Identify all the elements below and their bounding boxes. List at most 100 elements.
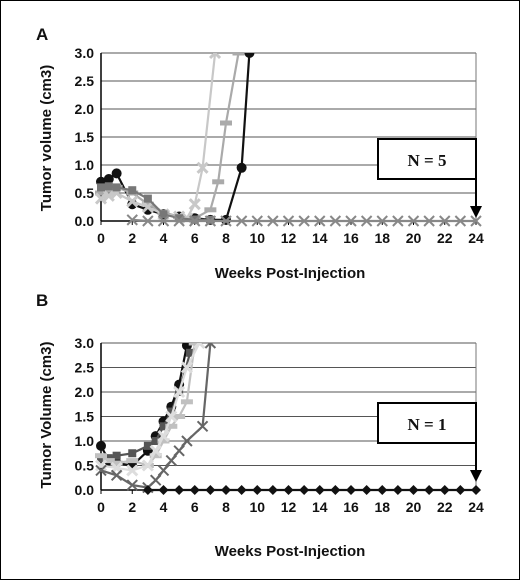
data-point-diamond xyxy=(174,485,185,495)
series-5 xyxy=(95,343,217,494)
data-point-dash xyxy=(141,201,154,207)
x-tick-label: 12 xyxy=(281,499,297,515)
series-6 xyxy=(142,485,481,495)
data-point-x xyxy=(454,215,467,227)
data-point-diamond xyxy=(314,485,325,495)
panel-b-nbox-text: N = 1 xyxy=(408,415,447,434)
data-point-x xyxy=(407,215,420,227)
data-point-x xyxy=(360,215,373,227)
data-point-x xyxy=(181,435,193,447)
x-tick-label: 16 xyxy=(343,499,359,515)
data-point-diamond xyxy=(267,485,278,495)
data-point-diamond xyxy=(330,485,341,495)
x-tick-label: 20 xyxy=(406,499,422,515)
data-point-square xyxy=(175,214,184,223)
data-point-circle xyxy=(236,162,247,173)
data-point-cross xyxy=(196,161,209,174)
data-point-x xyxy=(196,420,209,433)
y-tick-label: 0.5 xyxy=(75,185,95,201)
data-point-diamond xyxy=(424,485,435,495)
data-point-cross xyxy=(180,361,193,374)
data-point-cross xyxy=(188,198,201,211)
data-point-square xyxy=(151,437,160,445)
y-tick-label: 1.5 xyxy=(75,409,95,425)
x-tick-label: 4 xyxy=(160,230,168,246)
panel-a-nbox xyxy=(377,138,477,180)
data-point-x xyxy=(126,479,138,491)
data-point-x xyxy=(126,214,138,226)
data-point-diamond xyxy=(236,485,247,495)
data-point-circle xyxy=(103,174,114,184)
panel-a: A Tumor volume (cm3) Weeks Post-Injectio… xyxy=(36,25,484,282)
data-point-cross xyxy=(126,195,139,208)
y-tick-label: 0.0 xyxy=(75,482,95,498)
data-point-cross xyxy=(165,410,178,423)
data-point-x xyxy=(267,215,279,227)
data-point-dash xyxy=(157,438,170,444)
data-point-square xyxy=(186,348,195,357)
data-point-diamond xyxy=(392,485,403,495)
data-point-circle xyxy=(96,440,106,451)
data-point-diamond xyxy=(221,485,231,495)
panel-a-yticks: 0.0 0.5 1.0 1.5 2.0 2.5 3.0 xyxy=(75,45,95,229)
data-point-cross xyxy=(141,459,154,472)
data-point-x xyxy=(204,343,217,349)
data-point-x xyxy=(423,215,435,227)
data-point-diamond xyxy=(252,485,263,495)
y-tick-label: 0.0 xyxy=(75,213,95,229)
x-tick-label: 20 xyxy=(406,230,422,246)
data-point-cross xyxy=(95,192,108,205)
y-tick-label: 2.0 xyxy=(75,384,95,400)
panel-a-letter: A xyxy=(36,25,48,44)
panel-b-yticks: 0.0 0.5 1.0 1.5 2.0 2.5 3.0 xyxy=(75,335,95,498)
data-point-x xyxy=(157,215,170,227)
data-point-diamond xyxy=(361,485,372,495)
data-point-circle xyxy=(244,53,255,58)
series-line xyxy=(100,343,201,472)
data-point-dash xyxy=(149,453,162,459)
y-tick-label: 2.0 xyxy=(75,101,95,117)
data-point-dash xyxy=(126,458,139,464)
data-point-diamond xyxy=(346,485,356,495)
data-point-x xyxy=(439,215,451,227)
data-point-x xyxy=(204,215,217,227)
panel-a-series xyxy=(95,53,482,227)
data-point-cross xyxy=(141,200,154,214)
y-tick-label: 0.5 xyxy=(75,458,95,474)
panel-a-xlabel: Weeks Post-Injection xyxy=(215,265,366,282)
data-point-dash xyxy=(220,120,232,126)
data-point-square xyxy=(167,407,176,416)
data-point-dash xyxy=(110,460,123,466)
x-tick-label: 14 xyxy=(312,499,328,515)
data-point-diamond xyxy=(408,485,419,495)
data-point-x xyxy=(235,215,248,227)
series-4 xyxy=(95,343,206,477)
data-point-dash xyxy=(188,343,201,346)
data-point-diamond xyxy=(142,485,153,495)
data-point-square xyxy=(159,422,168,431)
data-point-x xyxy=(220,215,232,227)
panel-a-nbox-text: N = 5 xyxy=(408,151,447,170)
x-tick-label: 22 xyxy=(437,499,453,515)
data-point-cross xyxy=(173,385,186,399)
x-tick-label: 2 xyxy=(128,230,136,246)
y-tick-label: 3.0 xyxy=(75,335,95,351)
x-tick-label: 18 xyxy=(374,499,390,515)
data-point-square xyxy=(143,441,152,450)
panel-b-letter: B xyxy=(36,291,48,310)
data-point-dash xyxy=(173,414,186,419)
data-point-dash xyxy=(165,423,178,429)
data-point-diamond xyxy=(299,485,310,495)
data-point-cross xyxy=(102,189,115,202)
panel-b-arrow-head xyxy=(470,470,482,482)
y-tick-label: 2.5 xyxy=(75,360,95,376)
data-point-x xyxy=(165,454,178,467)
data-point-diamond xyxy=(283,485,294,495)
data-point-cross xyxy=(157,430,170,443)
data-point-diamond xyxy=(205,485,216,495)
data-point-dash xyxy=(95,190,107,196)
data-point-diamond xyxy=(377,485,388,495)
data-point-x xyxy=(173,215,185,227)
